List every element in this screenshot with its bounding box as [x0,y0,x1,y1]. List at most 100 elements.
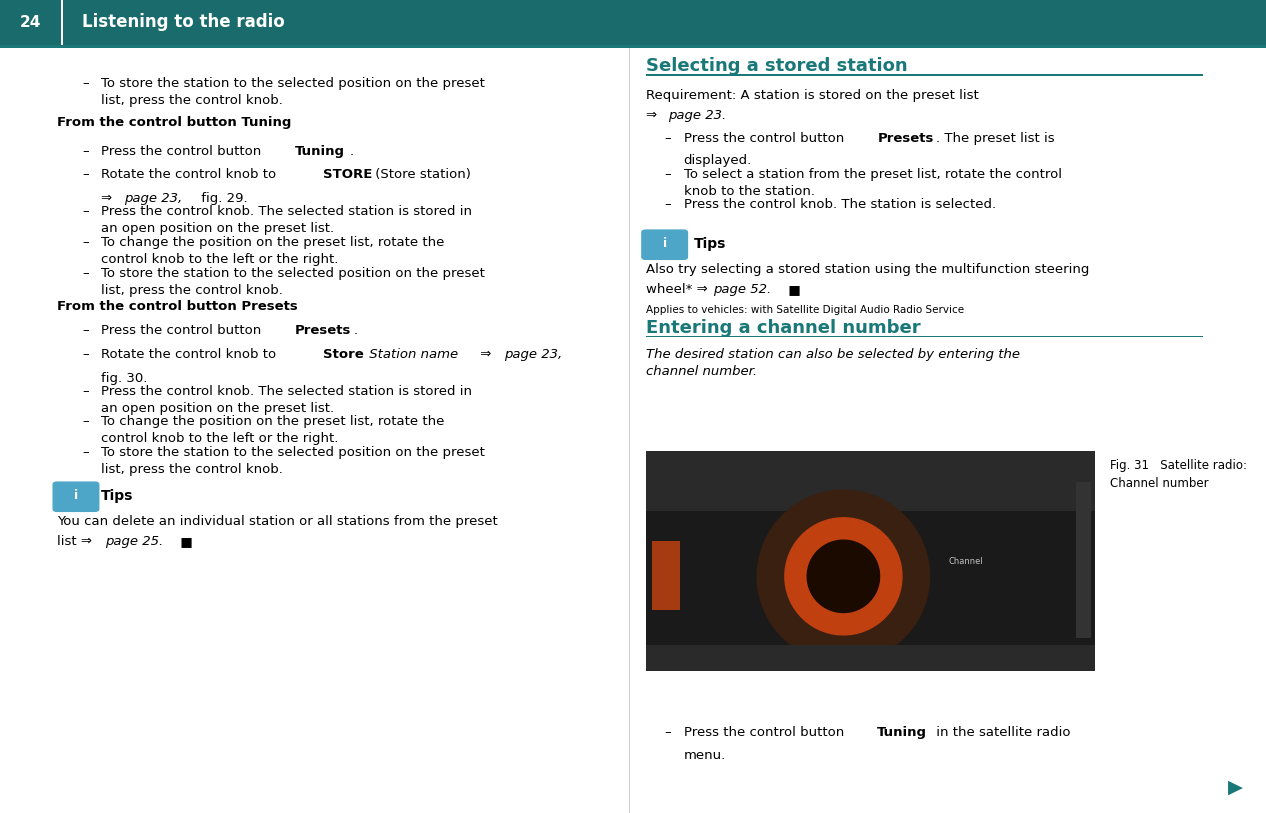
Text: Presets: Presets [665,456,700,466]
Text: To change the position on the preset list, rotate the
control knob to the left o: To change the position on the preset lis… [101,415,444,446]
Text: –: – [82,385,89,398]
Text: To store the station to the selected position on the preset
list, press the cont: To store the station to the selected pos… [101,267,485,297]
Bar [646,74,1203,76]
Text: page 52.: page 52. [713,283,771,296]
Text: Sound: Sound [1046,653,1076,663]
Text: fig. 30.: fig. 30. [101,372,148,385]
Text: Pit.Jazz / Jazz-Cls: Pit.Jazz / Jazz-Cls [827,493,914,502]
Text: –: – [82,324,89,337]
Text: –: – [665,726,671,739]
Text: Press the control knob. The station is selected.: Press the control knob. The station is s… [684,198,996,211]
Text: i: i [73,489,78,502]
Text: .: . [349,145,353,158]
Text: Presets: Presets [877,132,934,145]
Text: Entering a channel number: Entering a channel number [646,319,920,337]
Text: Store: Store [323,348,363,361]
Text: in the satellite radio: in the satellite radio [932,726,1070,739]
Text: Press the control button: Press the control button [684,726,848,739]
Text: ⇒: ⇒ [101,192,116,205]
Bar [0,0,1266,45]
Text: You can delete an individual station or all stations from the preset: You can delete an individual station or … [57,515,498,528]
Bar [652,541,680,610]
Text: –: – [82,446,89,459]
FancyBboxPatch shape [53,482,99,511]
Text: displayed.: displayed. [684,154,752,167]
Text: To store the station to the selected position on the preset
list, press the cont: To store the station to the selected pos… [101,77,485,107]
Text: ▶: ▶ [1228,777,1243,797]
Text: –: – [82,205,89,218]
Text: fig. 29.: fig. 29. [197,192,248,205]
Text: . The preset list is: . The preset list is [936,132,1055,145]
Text: Listening to the radio: Listening to the radio [82,13,285,32]
Text: Ch.: Ch. [837,564,851,573]
Bar [646,482,1095,511]
Text: Rotate the control knob to: Rotate the control knob to [101,348,281,361]
Polygon shape [808,540,880,612]
Text: Press the control knob. The selected station is stored in
an open position on th: Press the control knob. The selected sta… [101,385,472,415]
Text: Fig. 31   Satellite radio:
Channel number: Fig. 31 Satellite radio: Channel number [1110,459,1247,490]
Text: Tuning: Tuning [295,145,344,158]
Text: Tips: Tips [101,489,134,503]
Polygon shape [757,490,929,663]
Bar [646,336,1203,337]
Text: Tuning: Tuning [877,726,927,739]
Text: From the control button Tuning: From the control button Tuning [57,116,291,129]
Text: page 25.: page 25. [105,535,163,548]
Text: –: – [82,415,89,428]
Text: –: – [82,77,89,90]
Text: –: – [665,198,671,211]
FancyBboxPatch shape [642,230,687,259]
Bar [1076,482,1091,638]
Text: –: – [82,168,89,181]
Text: Sirius: Sirius [852,456,889,466]
Text: –: – [82,267,89,280]
Text: Press the control button: Press the control button [101,324,266,337]
Text: Press the control knob. The selected station is stored in
an open position on th: Press the control knob. The selected sta… [101,205,472,235]
Text: list ⇒: list ⇒ [57,535,96,548]
Polygon shape [785,518,901,635]
Text: i: i [662,237,667,250]
Text: To store the station to the selected position on the preset
list, press the cont: To store the station to the selected pos… [101,446,485,476]
Bar [61,0,63,45]
Bar [646,645,1095,671]
Text: ■: ■ [784,283,800,296]
Text: To select a station from the preset list, rotate the control
knob to the station: To select a station from the preset list… [684,168,1062,198]
Text: ⇒: ⇒ [646,109,661,122]
Text: Tuning: Tuning [665,653,696,663]
Text: Station name: Station name [365,348,458,361]
Text: The desired station can also be selected by entering the
channel number.: The desired station can also be selected… [646,348,1019,378]
Text: STORE: STORE [323,168,372,181]
Bar [646,451,1095,671]
Text: –: – [665,132,671,145]
Text: –: – [82,145,89,158]
Text: To change the position on the preset list, rotate the
control knob to the left o: To change the position on the preset lis… [101,236,444,266]
Text: Press the control button: Press the control button [684,132,848,145]
Text: .: . [353,324,357,337]
Text: Rotate the control knob to: Rotate the control knob to [101,168,281,181]
Bar [0,45,1266,48]
Text: wheel* ⇒: wheel* ⇒ [646,283,711,296]
Text: Channel: Channel [948,557,984,566]
Text: Tips: Tips [694,237,727,251]
Text: 205: 205 [833,579,853,589]
Text: (Store station): (Store station) [371,168,471,181]
Text: –: – [82,348,89,361]
Text: Selecting a stored station: Selecting a stored station [646,57,908,75]
Text: page 23,: page 23, [124,192,182,205]
Text: menu.: menu. [684,749,725,762]
Text: 12:00ᵃᵐ: 12:00ᵃᵐ [852,653,889,663]
Text: 24: 24 [20,15,41,30]
Text: –: – [665,168,671,181]
Text: Requirement: A station is stored on the preset list: Requirement: A station is stored on the … [646,89,979,102]
Text: page 23,: page 23, [504,348,562,361]
Text: page 23.: page 23. [668,109,727,122]
Text: Also try selecting a stored station using the multifunction steering: Also try selecting a stored station usin… [646,263,1089,276]
Text: Press the control button: Press the control button [101,145,266,158]
Text: Presets: Presets [295,324,352,337]
Text: From the control button Presets: From the control button Presets [57,300,298,313]
Text: Applies to vehicles: with Satellite Digital Audio Radio Service: Applies to vehicles: with Satellite Digi… [646,305,963,315]
Bar [646,451,1095,482]
Text: ■: ■ [176,535,192,548]
Text: ⇒: ⇒ [476,348,496,361]
Text: –: – [82,236,89,249]
